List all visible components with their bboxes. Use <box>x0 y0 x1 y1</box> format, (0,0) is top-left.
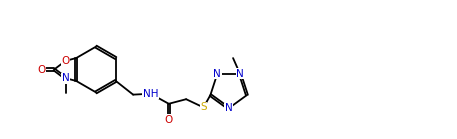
Text: N: N <box>62 73 69 83</box>
Text: O: O <box>165 115 173 125</box>
Text: O: O <box>62 56 70 66</box>
Text: N: N <box>213 69 221 79</box>
Text: N: N <box>236 69 244 79</box>
Text: S: S <box>200 102 207 112</box>
Text: O: O <box>37 64 45 75</box>
Text: N: N <box>225 103 233 113</box>
Text: NH: NH <box>143 89 158 99</box>
